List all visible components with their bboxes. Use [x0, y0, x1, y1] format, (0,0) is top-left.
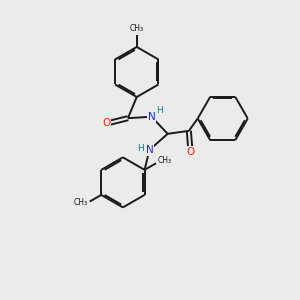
Text: O: O: [186, 147, 194, 158]
Text: N: N: [146, 145, 153, 155]
Text: H: H: [137, 144, 144, 153]
Text: CH₃: CH₃: [130, 24, 144, 33]
Text: N: N: [148, 112, 155, 122]
Text: H: H: [156, 106, 163, 115]
Text: CH₃: CH₃: [74, 199, 88, 208]
Text: O: O: [102, 118, 110, 128]
Text: CH₃: CH₃: [158, 156, 172, 165]
